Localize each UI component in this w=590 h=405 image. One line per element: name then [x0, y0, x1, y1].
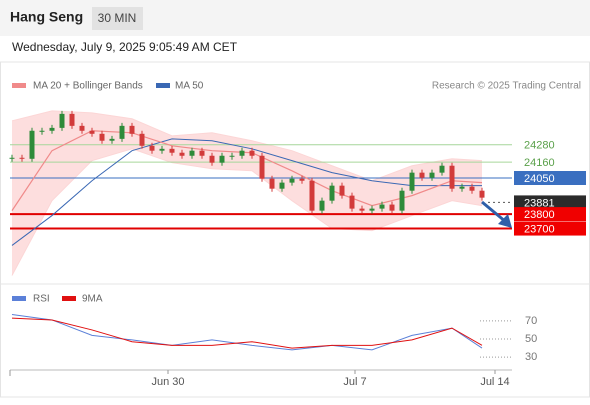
candle: [69, 113, 75, 126]
legend-swatch: [12, 296, 26, 301]
level-label-bg: [514, 207, 586, 222]
candle: [399, 190, 405, 211]
candle: [449, 165, 455, 189]
candle: [149, 145, 155, 151]
y-tick-label: 50: [525, 333, 537, 345]
candle: [169, 148, 175, 153]
candle: [379, 204, 385, 209]
candle: [49, 127, 55, 131]
timestamp: Wednesday, July 9, 2025 9:05:49 AM CET: [12, 40, 238, 54]
candle: [129, 125, 135, 134]
candle: [209, 155, 215, 163]
candle: [329, 185, 335, 201]
candle: [39, 130, 45, 132]
candle: [349, 195, 355, 209]
legend-label: 9MA: [82, 294, 103, 305]
band-upper: [11, 110, 483, 182]
candle: [309, 180, 315, 211]
legend-label: MA 20 + Bollinger Bands: [33, 81, 143, 92]
level-label: 24160: [524, 157, 555, 169]
level-label-bg: [514, 221, 586, 236]
candle: [479, 190, 485, 198]
level-label: 24280: [524, 140, 555, 152]
level-label-bg: [514, 171, 586, 185]
candle: [199, 150, 205, 156]
candle: [179, 152, 185, 156]
candle: [189, 150, 195, 156]
legend-swatch: [62, 296, 76, 301]
candle: [139, 133, 145, 146]
level-label: 23800: [524, 209, 555, 221]
header-bar: [0, 0, 590, 36]
candle: [259, 155, 265, 179]
candle: [279, 182, 285, 189]
forecast-arrow: [481, 200, 507, 224]
candle: [419, 172, 425, 178]
band-lower: [11, 148, 483, 276]
candle: [229, 155, 235, 157]
level-label: 23881: [524, 197, 555, 209]
candle: [429, 172, 435, 178]
legend-swatch: [156, 83, 170, 88]
title: Hang Seng: [10, 9, 83, 25]
candle: [249, 150, 255, 156]
candle: [159, 148, 165, 151]
candle: [89, 130, 95, 134]
candle: [289, 178, 295, 183]
candle: [339, 185, 345, 196]
level-label-bg: [514, 195, 586, 210]
level-label-bg: [514, 155, 586, 170]
legend-label: RSI: [33, 294, 50, 305]
candle: [369, 208, 375, 211]
candle: [359, 208, 365, 211]
level-label-bg: [514, 137, 586, 152]
candle: [119, 125, 125, 139]
candle: [409, 172, 415, 191]
timeframe-box: [92, 7, 143, 30]
level-label: 24050: [524, 173, 555, 185]
candle: [29, 130, 35, 159]
forecast-arrowhead: [498, 214, 512, 228]
candle: [319, 200, 325, 211]
series-line: [11, 317, 483, 349]
candle: [439, 165, 445, 173]
legend-label: MA 50: [175, 81, 204, 92]
timeframe: 30 MIN: [98, 11, 137, 25]
legend-swatch: [12, 83, 26, 88]
y-tick-label: 70: [525, 315, 537, 327]
candle: [109, 138, 115, 141]
candle: [459, 186, 465, 189]
candle: [269, 178, 275, 189]
candle: [9, 157, 15, 159]
candle: [239, 150, 245, 156]
bollinger-band: [12, 110, 482, 276]
candle: [59, 113, 65, 128]
x-tick-label: Jun 30: [151, 376, 184, 388]
series-line: [11, 314, 483, 351]
candle: [19, 157, 25, 159]
source: Research © 2025 Trading Central: [432, 81, 581, 92]
candle: [79, 125, 85, 131]
x-tick-label: Jul 14: [480, 376, 509, 388]
level-label: 23700: [524, 223, 555, 235]
candle: [299, 178, 305, 181]
candle: [389, 204, 395, 211]
y-tick-label: 30: [525, 351, 537, 363]
candle: [219, 155, 225, 163]
candle: [469, 186, 475, 191]
x-tick-label: Jul 7: [343, 376, 366, 388]
candle: [99, 133, 105, 141]
